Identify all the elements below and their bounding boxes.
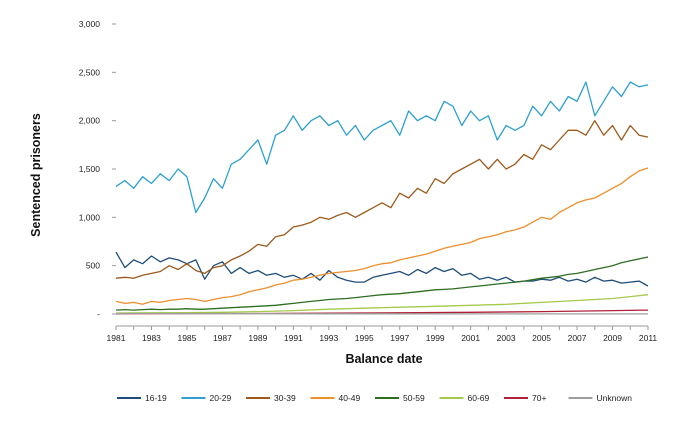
series-line-50-59: [115, 256, 649, 311]
y-tick-label: 3,000: [79, 19, 101, 29]
y-tick-label: 1,000: [79, 212, 101, 222]
x-tick-label: 2003: [497, 333, 516, 343]
legend-label: 50-59: [403, 393, 425, 403]
x-tick-label: 2005: [532, 333, 551, 343]
series-line-30-39: [115, 120, 649, 279]
series-line-60-69: [115, 294, 649, 314]
x-axis-title: Balance date: [345, 352, 422, 366]
series-line-20-29: [115, 81, 649, 214]
x-tick-label: 1989: [248, 333, 267, 343]
y-axis: - 500 1,000 1,500 2,000 2,500 3,000: [79, 19, 116, 319]
x-tick-label: 1997: [390, 333, 409, 343]
x-tick-label: 1985: [177, 333, 196, 343]
x-tick-label: 1991: [284, 333, 303, 343]
y-tick-label: 1,500: [79, 164, 101, 174]
x-tick-label: 1983: [142, 333, 161, 343]
x-tick-label: 1993: [319, 333, 338, 343]
y-tick-label: 2,500: [79, 67, 101, 77]
y-tick-label: -: [97, 309, 100, 319]
legend-label: 70+: [532, 393, 546, 403]
y-tick-label: 500: [86, 261, 100, 271]
x-axis: 1981 1983 1985 1987 1989 1991 1993 1995 1997 1999…: [107, 325, 658, 343]
x-tick-label: 2001: [461, 333, 480, 343]
legend-label: 16-19: [145, 393, 167, 403]
legend: 16-19 20-29 30-39 40-49 50-59 60-69 70+ Unknown: [117, 393, 632, 403]
x-tick-label: 1995: [355, 333, 374, 343]
legend-label: 40-49: [339, 393, 361, 403]
x-tick-label: 2011: [639, 333, 658, 343]
x-tick-label: 1981: [107, 333, 126, 343]
x-tick-label: 1999: [426, 333, 445, 343]
legend-label: Unknown: [597, 393, 633, 403]
legend-label: 60-69: [468, 393, 490, 403]
y-axis-title: Sentenced prisoners: [29, 113, 43, 237]
legend-label: 30-39: [274, 393, 296, 403]
x-tick-label: 2009: [603, 333, 622, 343]
series-line-16-19: [115, 251, 649, 287]
x-tick-label: 2007: [568, 333, 587, 343]
legend-label: 20-29: [210, 393, 232, 403]
y-tick-label: 2,000: [79, 116, 101, 126]
series-layer: [115, 81, 649, 315]
x-tick-label: 1987: [213, 333, 232, 343]
series-line-40-49: [115, 167, 649, 305]
